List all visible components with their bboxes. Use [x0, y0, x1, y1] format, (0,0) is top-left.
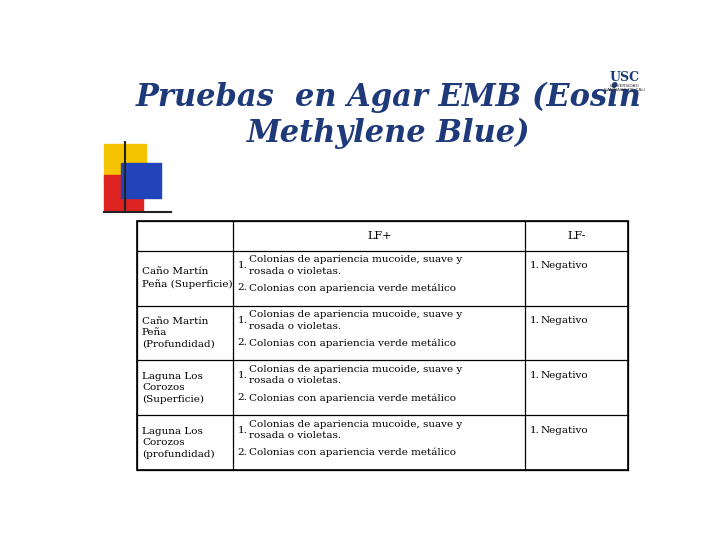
Text: 1.: 1. — [530, 426, 540, 435]
Text: 2.: 2. — [238, 448, 248, 457]
Text: 1.: 1. — [238, 426, 248, 435]
Text: 1.: 1. — [530, 316, 540, 325]
Text: USC: USC — [610, 71, 639, 84]
Text: Colonias de apariencia mucoide, suave y
rosada o violetas.: Colonias de apariencia mucoide, suave y … — [249, 255, 462, 276]
Text: Pruebas  en Agar EMB (Eosin
Methylene Blue): Pruebas en Agar EMB (Eosin Methylene Blu… — [135, 82, 642, 148]
Text: Negativo: Negativo — [541, 426, 589, 435]
Text: Negativo: Negativo — [541, 316, 589, 325]
Text: Colonias con apariencia verde metálico: Colonias con apariencia verde metálico — [249, 284, 456, 293]
Text: 1.: 1. — [238, 371, 248, 380]
Text: Laguna Los
Corozos
(profundidad): Laguna Los Corozos (profundidad) — [142, 427, 215, 459]
Text: 1.: 1. — [238, 261, 248, 270]
Bar — [121, 163, 161, 198]
Text: 2.: 2. — [238, 393, 248, 402]
Text: Colonias con apariencia verde metálico: Colonias con apariencia verde metálico — [249, 393, 456, 402]
Text: Colonias de apariencia mucoide, suave y
rosada o violetas.: Colonias de apariencia mucoide, suave y … — [249, 365, 462, 386]
Text: Negativo: Negativo — [541, 371, 589, 380]
Text: LF+: LF+ — [367, 231, 392, 241]
Text: 1.: 1. — [530, 371, 540, 380]
Text: Negativo: Negativo — [541, 261, 589, 270]
Text: Colonias con apariencia verde metálico: Colonias con apariencia verde metálico — [249, 338, 456, 348]
Text: Caño Martín
Peña
(Profundidad): Caño Martín Peña (Profundidad) — [142, 317, 215, 349]
Text: Colonias de apariencia mucoide, suave y
rosada o violetas.: Colonias de apariencia mucoide, suave y … — [249, 420, 462, 440]
Text: Colonias de apariencia mucoide, suave y
rosada o violetas.: Colonias de apariencia mucoide, suave y … — [249, 310, 462, 330]
Text: LF-: LF- — [568, 231, 586, 241]
Text: 1.: 1. — [238, 316, 248, 325]
Bar — [104, 175, 143, 210]
Text: 2.: 2. — [238, 339, 248, 347]
Text: Caño Martín
Peña (Superficie): Caño Martín Peña (Superficie) — [142, 267, 233, 289]
Text: Colonias con apariencia verde metálico: Colonias con apariencia verde metálico — [249, 448, 456, 457]
Bar — [104, 144, 145, 181]
Text: Laguna Los
Corozos
(Superficie): Laguna Los Corozos (Superficie) — [142, 372, 204, 404]
Text: 2.: 2. — [238, 284, 248, 293]
Text: UNIVERSIDAD
SANTIAGO DE CALI: UNIVERSIDAD SANTIAGO DE CALI — [604, 84, 645, 92]
Text: 1.: 1. — [530, 261, 540, 270]
